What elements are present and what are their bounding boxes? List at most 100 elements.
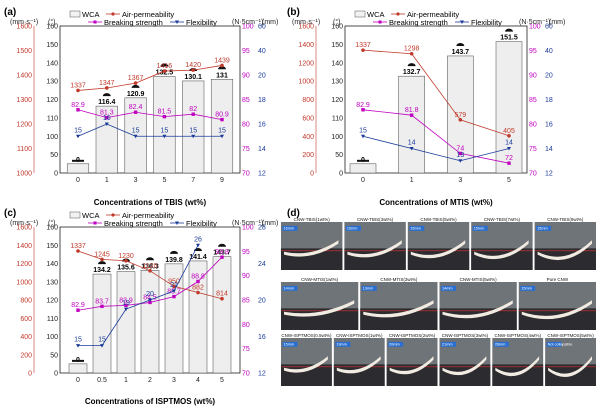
wca-tick-label: 120 [46, 97, 58, 104]
wca-unit: (°) [48, 18, 55, 26]
wca-value-label: 116.4 [98, 99, 115, 106]
wca-value-label: 132.7 [403, 69, 421, 76]
legend-air-marker [111, 213, 115, 217]
photo-cell: 15mm CNW-TBIS(7wt%) [471, 217, 533, 270]
photo-caption: Pure CNW [547, 277, 569, 282]
wca-bar [92, 273, 112, 374]
air-series: 1337 1347 1367 1416 1420 1439 [70, 57, 230, 93]
photo-cell: 19mm CNW-ISPTMOS(1wt%) [333, 333, 385, 386]
wca-value-label: 139.8 [165, 257, 183, 264]
x-tick-label: 0.5 [97, 377, 107, 384]
legend-wca-swatch [354, 10, 366, 18]
air-tick-label: 1200 [16, 122, 32, 129]
strength-point [191, 112, 195, 116]
strength-point [133, 110, 138, 114]
length-tag-label: 26mm [495, 343, 506, 347]
flex-point [361, 134, 365, 139]
strength-point [105, 115, 109, 120]
air-tick-label: 200 [20, 352, 32, 359]
air-value-label: 1367 [128, 75, 144, 82]
legend-strength-marker [93, 221, 97, 225]
strength-value-label: 83.9 [119, 297, 133, 304]
photo-caption: CNW-ISPTMOS(1wt%) [336, 333, 383, 338]
photo-caption: CNW-MTIS(3wt%) [380, 277, 417, 282]
length-tag [493, 341, 509, 347]
strength-tick-label: 70 [242, 371, 250, 378]
length-tag [335, 341, 351, 347]
length-tag-label: 15mm [474, 227, 485, 231]
air-value-label: 579 [454, 112, 466, 119]
air-value-label: 1347 [99, 80, 115, 87]
flex-tick-label: 16 [258, 122, 266, 129]
flat-droplet-icon [72, 359, 84, 362]
legend-wca: WCA [82, 211, 100, 220]
strength-value-label: 80.9 [215, 112, 229, 119]
strength-point [458, 151, 463, 156]
photo-cell: 21mm CNW-ISPTMOS(3wt%) [439, 333, 491, 386]
air-tick-label: 0 [310, 171, 314, 178]
strength-tick-label: 90 [242, 273, 250, 280]
air-value-label: 1245 [94, 251, 110, 258]
strength-tick-label: 75 [242, 346, 250, 353]
photo-row-1: 16mmCNW-TBIS(1wt%)15mmCNW-TBIS(3wt%)15mm… [281, 217, 596, 270]
wca-tick-label: 100 [331, 134, 343, 141]
axes: 1000110012001300140015001600(mm·s⁻¹)0501… [10, 18, 278, 207]
length-tag-label: 19mm [336, 343, 347, 347]
x-tick-label: 0 [76, 177, 80, 184]
fabric-sample [389, 356, 434, 375]
x-tick-label: 5 [162, 177, 166, 184]
length-tag-label: 16mm [284, 227, 295, 231]
fabric-sample [347, 240, 402, 258]
droplet-icon [456, 42, 465, 46]
fabric-sample [442, 300, 513, 319]
wca-tick-label: 120 [331, 97, 343, 104]
legend-air-marker [111, 12, 115, 16]
strength-tick-label: 90 [529, 73, 537, 80]
x-tick-label: 0 [361, 177, 365, 184]
flat-droplet-icon [72, 159, 84, 162]
strength-tick-label: 85 [529, 97, 537, 104]
strength-tick-label: 70 [242, 171, 250, 178]
photo-caption: CNW-TBIS(9wt%) [547, 217, 584, 222]
photo-caption: CNW-TBIS(5wt%) [420, 217, 457, 222]
strength-tick-label: 80 [242, 122, 250, 129]
strength-point [100, 304, 104, 309]
fabric-sample [336, 356, 381, 374]
air-tick-label: 1000 [16, 279, 32, 286]
air-point [105, 86, 109, 90]
legend-air-marker [396, 12, 400, 16]
air-point [100, 257, 104, 262]
droplet-icon [407, 63, 416, 67]
wca-bar [182, 80, 205, 174]
wca-value-label: 143.7 [213, 250, 231, 257]
strength-point [361, 108, 365, 112]
wca-bar [398, 75, 425, 174]
wca-tick-label: 160 [46, 24, 58, 31]
length-tag-label: 15mm [537, 227, 548, 231]
air-value-label: 405 [503, 128, 515, 135]
length-tag [520, 285, 536, 291]
strength-tick-label: 95 [529, 48, 537, 55]
droplet-icon [160, 63, 169, 67]
flex-line [78, 245, 199, 347]
flex-point [133, 134, 138, 139]
length-tag-label: 15mm [521, 287, 532, 291]
strength-series: 82.9 81.3 82.4 81.5 82 80.9 [71, 102, 229, 122]
wca-value-label: 132.5 [156, 70, 174, 77]
droplet-icon [131, 84, 140, 88]
flex-unit: (mm) [262, 220, 278, 227]
fabric-sample [410, 240, 466, 259]
legend-flex: Flexibility [186, 18, 217, 27]
strength-point [76, 308, 80, 312]
photo-caption: CNW-TBIS(7wt%) [484, 217, 521, 222]
wca-bar [95, 105, 118, 174]
air-point [76, 249, 80, 253]
length-tag [282, 285, 298, 291]
air-tick-label: 800 [302, 97, 314, 104]
air-value-label: 950 [168, 278, 180, 285]
